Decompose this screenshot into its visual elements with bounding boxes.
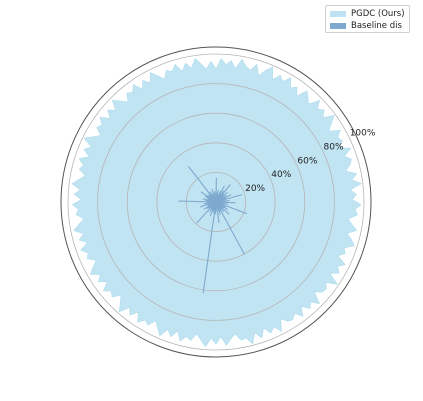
radial-tick-label: 20% bbox=[245, 184, 265, 194]
radial-tick-label: 100% bbox=[350, 129, 376, 139]
radial-tick-label: 40% bbox=[271, 170, 291, 180]
grid-ring-80 bbox=[97, 83, 335, 321]
grid-ring-60 bbox=[126, 112, 306, 292]
grid-ring-40 bbox=[156, 142, 276, 262]
grid-ring-100 bbox=[67, 53, 365, 351]
baseline-spike bbox=[215, 201, 245, 255]
baseline-center bbox=[211, 197, 221, 207]
radial-tick-label: 80% bbox=[324, 142, 344, 152]
grid-ring-20 bbox=[185, 171, 246, 232]
baseline-spike bbox=[202, 201, 217, 294]
legend-item-baseline: Baseline dis bbox=[330, 20, 405, 32]
legend-swatch-pgdc bbox=[330, 11, 346, 17]
legend-swatch-baseline bbox=[330, 23, 346, 29]
legend-label-baseline: Baseline dis bbox=[351, 21, 402, 31]
legend-label-pgdc: PGDC (Ours) bbox=[351, 9, 405, 19]
radial-tick-label: 60% bbox=[297, 156, 317, 166]
legend-item-pgdc: PGDC (Ours) bbox=[330, 8, 405, 20]
chart-legend: PGDC (Ours) Baseline dis bbox=[325, 5, 410, 33]
baseline-spike bbox=[188, 166, 217, 203]
